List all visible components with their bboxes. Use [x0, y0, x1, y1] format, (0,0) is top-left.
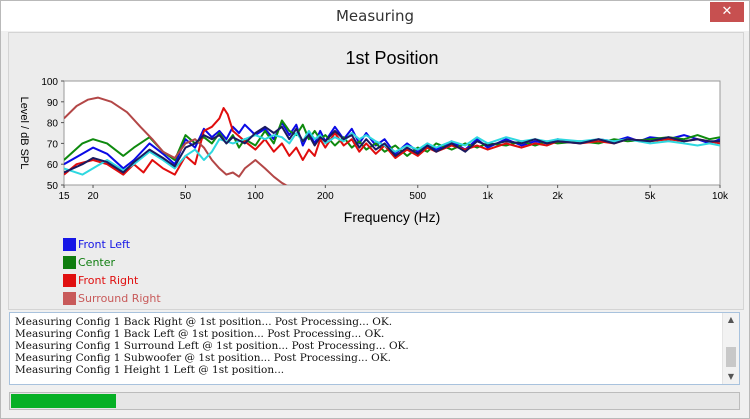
legend-label: Surround Right [78, 291, 161, 305]
y-tick-label: 90 [47, 98, 59, 109]
y-tick-label: 60 [47, 160, 59, 171]
x-axis-label: Frequency (Hz) [344, 209, 440, 225]
measurement-graph-panel: 1st Position Frequency (Hz) Level / dB SPL… [8, 32, 744, 310]
log-scrollbar[interactable]: ▲ ▼ [722, 313, 739, 384]
series-line-1 [64, 119, 720, 161]
x-tick-label: 15 [58, 191, 70, 202]
log-lines: Measuring Config 1 Back Right @ 1st posi… [15, 316, 409, 376]
close-button[interactable]: ✕ [710, 2, 744, 22]
legend-label: Front Right [78, 273, 139, 287]
series-line-5 [64, 125, 720, 174]
legend-item: Surround Right [63, 289, 161, 307]
legend-item: Center [63, 253, 161, 271]
legend-swatch [63, 237, 76, 251]
x-tick-label: 20 [87, 191, 99, 202]
legend-swatch [63, 273, 76, 287]
x-tick-label: 100 [247, 191, 264, 202]
y-axis-label: Level / dB SPL [18, 97, 30, 170]
x-tick-label: 50 [180, 191, 192, 202]
plot-area [63, 80, 721, 186]
x-tick-label: 10k [712, 191, 729, 202]
legend: Front Left Center Front Right Surround Righ… [63, 235, 161, 307]
scroll-down-icon[interactable]: ▼ [727, 372, 735, 381]
progress-bar [9, 392, 740, 410]
x-tick-label: 5k [645, 191, 657, 202]
legend-item: Front Right [63, 271, 161, 289]
progress-fill [11, 394, 116, 408]
legend-label: Front Left [78, 237, 131, 251]
title-bar: Measuring ✕ [1, 1, 749, 31]
y-tick-label: 100 [41, 77, 58, 88]
log-line: Measuring Config 1 Back Right @ 1st posi… [15, 316, 393, 328]
window-title: Measuring [335, 7, 415, 25]
legend-swatch [63, 255, 76, 269]
log-line: Measuring Config 1 Subwoofer @ 1st posit… [15, 352, 391, 364]
x-tick-label: 2k [552, 191, 564, 202]
frequency-response-chart: 1st Position Frequency (Hz) Level / dB SPL… [18, 48, 729, 225]
legend-label: Center [78, 255, 116, 269]
log-line: Measuring Config 1 Back Left @ 1st posit… [15, 328, 385, 340]
x-tick-label: 1k [482, 191, 494, 202]
y-tick-label: 80 [47, 119, 59, 130]
legend-swatch [63, 291, 76, 305]
log-line: Measuring Config 1 Surround Left @ 1st p… [15, 340, 409, 352]
log-line: Measuring Config 1 Height 1 Left @ 1st p… [15, 364, 285, 376]
scroll-thumb[interactable] [726, 347, 736, 367]
x-tick-label: 200 [317, 191, 334, 202]
x-tick-label: 500 [409, 191, 426, 202]
y-tick-label: 70 [47, 139, 59, 150]
measurement-log[interactable]: Measuring Config 1 Back Right @ 1st posi… [9, 312, 740, 385]
y-tick-label: 50 [47, 181, 59, 192]
chart-title: 1st Position [345, 48, 438, 68]
scroll-up-icon[interactable]: ▲ [727, 315, 735, 324]
series-line-3 [64, 96, 288, 185]
legend-item: Front Left [63, 235, 161, 253]
